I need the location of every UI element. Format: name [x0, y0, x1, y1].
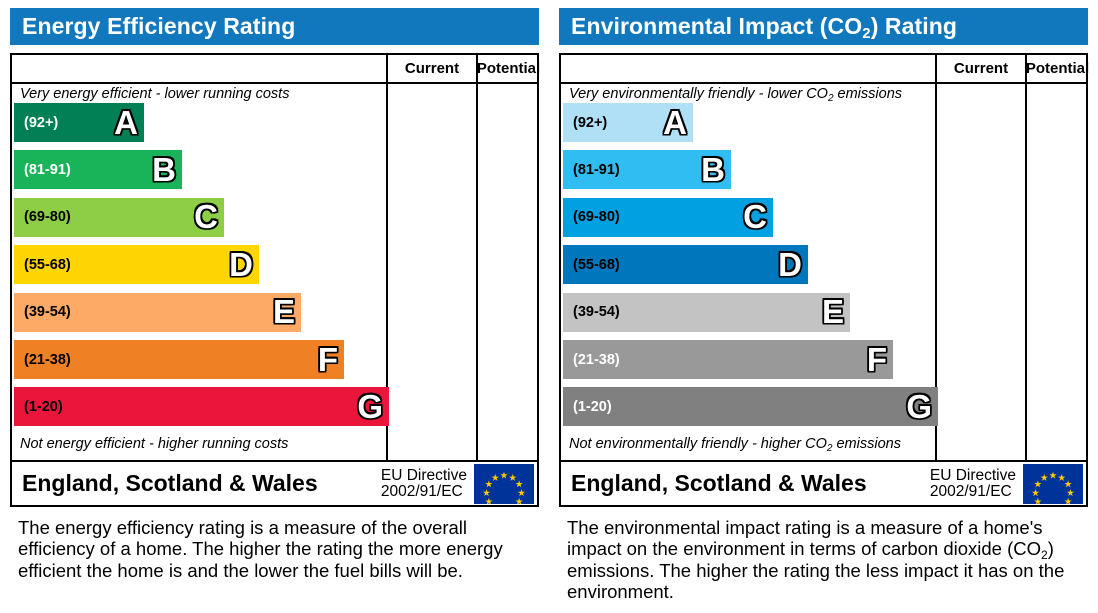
band-range: (69-80) [24, 209, 71, 226]
band-range: (1-20) [24, 398, 63, 415]
band-letter: F [866, 340, 887, 378]
band-range: (39-54) [573, 304, 620, 321]
band-letter: A [114, 103, 138, 141]
band-letter: G [906, 387, 932, 425]
co2-subscript: 2 [862, 25, 871, 42]
band-range: (55-68) [24, 256, 71, 273]
band-range: (21-38) [24, 351, 71, 368]
band-range: (69-80) [573, 209, 620, 226]
caption-bottom: Not energy efficient - higher running co… [20, 436, 289, 452]
band-letter: C [743, 198, 767, 236]
caption-top: Very environmentally friendly - lower CO… [569, 86, 903, 104]
energy-efficiency-panel: Energy Efficiency Rating Current Potenti… [10, 8, 541, 581]
band-range: (1-20) [573, 398, 612, 415]
band-letter: B [701, 150, 725, 188]
band-range: (39-54) [24, 304, 71, 321]
band-row: (1-20) G [14, 387, 389, 427]
environmental-impact-footer: England, Scotland & Wales EU Directive 2… [559, 462, 1088, 507]
energy-efficiency-title-bar: Energy Efficiency Rating [10, 8, 539, 45]
caption-top-prefix: Very environmentally friendly - lower CO [569, 86, 828, 102]
environmental-impact-blurb: The environmental impact rating is a mea… [567, 517, 1065, 603]
co2-band-list: (92+) A (81-91) B (69-80) C (55-68) D (3… [561, 103, 938, 435]
band-range: (55-68) [573, 256, 620, 273]
environmental-impact-panel: Environmental Impact (CO2) Rating Curren… [549, 0, 1098, 613]
eu-flag-icon [474, 463, 534, 504]
header-divider [561, 82, 1086, 84]
environmental-impact-table: Current Potential Very environmentally f… [559, 53, 1090, 462]
band-range: (92+) [573, 114, 608, 131]
eu-directive-line2: 2002/91/EC [929, 482, 1012, 500]
environmental-impact-title-bar: Environmental Impact (CO2) Rating [559, 8, 1088, 45]
column-header-current: Current [404, 60, 460, 77]
band-letter: E [821, 292, 844, 330]
band-row: (21-38) F [14, 340, 344, 379]
band-letter: B [152, 150, 176, 188]
column-divider-1 [935, 55, 937, 460]
band-row: (39-54) E [563, 292, 850, 332]
band-row: (1-20) G [563, 387, 938, 427]
band-row: (21-38) F [563, 340, 893, 379]
co2-subscript: 2 [826, 443, 833, 454]
band-range: (81-91) [24, 161, 71, 178]
column-divider-2 [1025, 55, 1027, 460]
band-row: (81-91) B [14, 150, 182, 190]
eu-directive-line2: 2002/91/EC [380, 482, 463, 500]
caption-bottom-suffix: emissions [832, 436, 901, 452]
band-letter: F [317, 340, 338, 378]
country-label: England, Scotland & Wales [571, 470, 867, 496]
band-row: (69-80) C [563, 197, 773, 237]
energy-efficiency-blurb: The energy efficiency rating is a measur… [18, 517, 503, 581]
page-title: Environmental Impact (CO2) Rating [559, 13, 958, 42]
column-header-potential: Potential [1025, 60, 1090, 77]
column-divider-1 [386, 55, 388, 460]
band-row: (92+) A [563, 103, 693, 142]
band-letter: D [778, 245, 802, 283]
band-range: (92+) [24, 114, 59, 131]
energy-efficiency-footer: England, Scotland & Wales EU Directive 2… [10, 462, 539, 507]
eu-directive-line1: EU Directive [380, 466, 467, 484]
band-row: (39-54) E [14, 292, 301, 332]
eu-directive-line1: EU Directive [929, 466, 1016, 484]
column-divider-2 [476, 55, 478, 460]
band-row: (55-68) D [563, 245, 808, 285]
co2-subscript: 2 [827, 93, 834, 104]
band-letter: A [663, 103, 687, 141]
band-row: (69-80) C [14, 197, 224, 237]
band-letter: E [272, 292, 295, 330]
band-row: (81-91) B [563, 150, 731, 190]
page-title: Energy Efficiency Rating [22, 13, 296, 39]
eu-directive-label: EU Directive 2002/91/EC [380, 466, 473, 500]
band-letter: D [229, 245, 253, 283]
country-label: England, Scotland & Wales [22, 470, 318, 496]
eu-directive-label: EU Directive 2002/91/EC [929, 466, 1022, 500]
caption-top-suffix: emissions [833, 86, 903, 102]
band-range: (21-38) [573, 351, 620, 368]
band-row: (55-68) D [14, 245, 259, 285]
band-letter: C [194, 198, 218, 236]
caption-bottom: Not environmentally friendly - higher CO… [569, 436, 901, 454]
energy-efficiency-table: Current Potential Very energy efficient … [10, 53, 541, 462]
caption-bottom-prefix: Not environmentally friendly - higher CO [569, 436, 827, 452]
page-title-suffix: ) Rating [870, 13, 958, 39]
caption-top: Very energy efficient - lower running co… [20, 86, 290, 102]
page-title-prefix: Environmental Impact (CO [571, 13, 863, 39]
column-header-current: Current [953, 60, 1009, 77]
column-header-potential: Potential [476, 60, 541, 77]
energy-band-list: (92+) A (81-91) B (69-80) C (55-68) D (3… [12, 103, 389, 435]
band-row: (92+) A [14, 103, 144, 142]
band-letter: G [357, 387, 383, 425]
eu-flag-icon [1023, 463, 1083, 504]
band-range: (81-91) [573, 161, 620, 178]
header-divider [12, 82, 537, 84]
